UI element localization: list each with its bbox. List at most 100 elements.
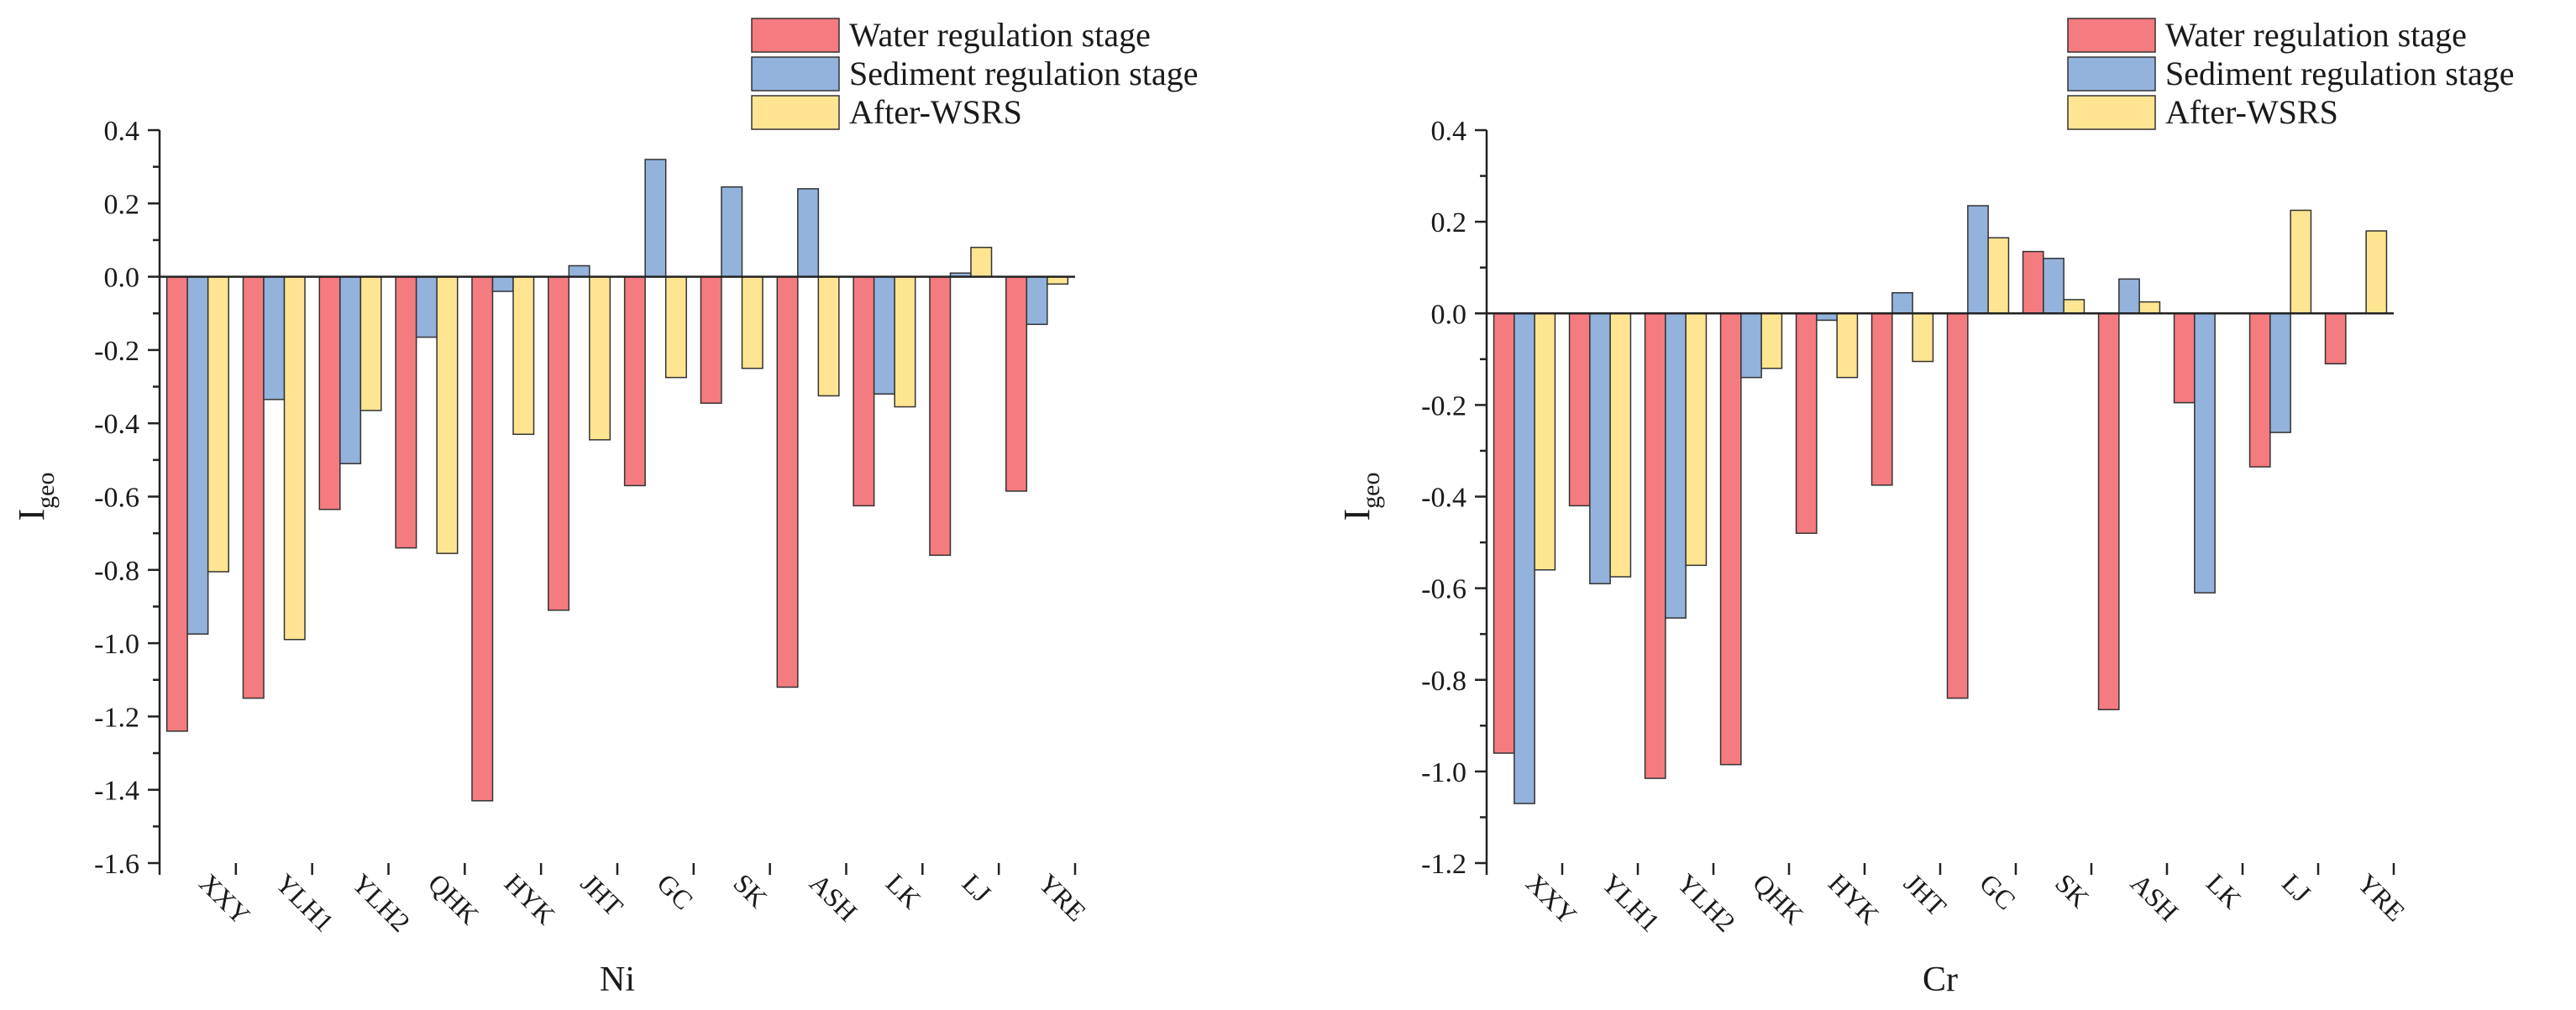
x-category-label: QHK: [1747, 867, 1809, 929]
bar-sediment-regulation-stage-ash: [797, 188, 820, 278]
y-tick-label: -1.6: [94, 849, 139, 880]
y-tick-label: 0.2: [1431, 207, 1467, 238]
bar-sediment-regulation-stage-lk: [2194, 312, 2216, 594]
y-tick-label: -1.2: [1421, 849, 1466, 880]
bar-water-regulation-stage-hyk: [471, 275, 494, 802]
bar-after-wsrs-jht: [1912, 312, 1934, 363]
bar-sediment-regulation-stage-sk: [2043, 258, 2064, 314]
legend-label: Sediment regulation stage: [849, 55, 1198, 92]
bar-sediment-regulation-stage-jht: [1891, 291, 1913, 314]
legend-swatch: [751, 95, 840, 130]
bar-water-regulation-stage-ash: [2097, 312, 2120, 710]
x-category-label: LK: [2201, 867, 2248, 914]
bar-after-wsrs-ylh1: [283, 275, 306, 641]
legend-label: After-WSRS: [849, 93, 1022, 131]
bar-after-wsrs-lj: [2290, 209, 2312, 314]
bar-after-wsrs-qhk: [436, 275, 459, 554]
y-tick-label: 0.0: [1431, 299, 1467, 330]
x-axis-title: Ni: [600, 960, 635, 999]
bar-water-regulation-stage-jht: [548, 275, 570, 611]
ni-chart: -1.6 -1.4 -1.2 -1.0 -0.8 -0.6 -0.4 -0.2 0.0 0.2 0.…: [11, 16, 1198, 999]
x-category-label: YRE: [1033, 867, 1093, 927]
bar-after-wsrs-xxy: [207, 275, 229, 573]
x-category-label: HYK: [1823, 867, 1885, 929]
y-tick-label: 0.2: [104, 189, 140, 220]
y-axis-title-main: I: [1336, 509, 1377, 521]
y-tick-label: 0.4: [104, 116, 140, 147]
x-category-label: LK: [880, 867, 927, 914]
bar-water-regulation-stage-yre: [1005, 275, 1028, 492]
y-axis-title-main: I: [11, 509, 52, 521]
bar-after-wsrs-xxy: [1534, 312, 1556, 571]
bar-water-regulation-stage-gc: [623, 275, 646, 487]
bar-sediment-regulation-stage-qhk: [1740, 312, 1762, 379]
legend-label: After-WSRS: [2165, 93, 2338, 131]
x-category-label: XXY: [193, 867, 255, 929]
y-tick-label: -0.6: [1421, 574, 1466, 605]
y-tick-label: 0.4: [1431, 116, 1467, 147]
y-tick-label: -0.2: [94, 336, 139, 367]
cr-chart: -1.2 -1.0 -0.8 -0.6 -0.4 -0.2 0.0 0.2 0.4 XXY YLH1…: [1336, 16, 2514, 999]
x-category-label: HYK: [499, 867, 561, 929]
x-category-label: YLH1: [270, 867, 339, 937]
bar-water-regulation-stage-xxy: [165, 275, 188, 732]
bar-sediment-regulation-stage-ash: [2118, 278, 2140, 314]
y-tick-label: -1.0: [94, 629, 139, 660]
bar-water-regulation-stage-ylh2: [1644, 312, 1666, 779]
bar-water-regulation-stage-qhk: [1719, 312, 1742, 766]
y-tick-label: -1.2: [94, 702, 139, 733]
y-tick-label: 0.0: [104, 263, 140, 294]
bar-after-wsrs-lj: [970, 246, 993, 278]
bar-water-regulation-stage-lk: [853, 275, 875, 507]
y-axis-title-subscript: geo: [32, 473, 60, 509]
x-axis-title: Cr: [1923, 960, 1958, 999]
bar-water-regulation-stage-lj: [929, 275, 952, 557]
bar-after-wsrs-ylh1: [1609, 312, 1632, 578]
legend-swatch: [2067, 56, 2156, 92]
x-category-label: GC: [651, 867, 699, 915]
bar-sediment-regulation-stage-qhk: [415, 275, 438, 338]
x-category-label: YLH1: [1596, 867, 1666, 937]
bar-sediment-regulation-stage-ylh1: [263, 275, 286, 400]
bar-sediment-regulation-stage-ylh1: [1589, 312, 1611, 584]
bar-water-regulation-stage-jht: [1870, 312, 1893, 486]
bar-water-regulation-stage-lj: [2248, 312, 2271, 468]
bar-after-wsrs-lk: [894, 275, 916, 408]
y-tick-label: -0.2: [1421, 390, 1466, 421]
bar-water-regulation-stage-qhk: [395, 275, 417, 549]
x-category-label: YLH2: [346, 867, 416, 937]
bar-sediment-regulation-stage-gc: [1967, 205, 1989, 314]
bar-after-wsrs-hyk: [1836, 312, 1859, 379]
bar-after-wsrs-yre: [1047, 275, 1069, 285]
bar-sediment-regulation-stage-ylh2: [1665, 312, 1687, 619]
bar-water-regulation-stage-sk: [700, 275, 722, 404]
legend-label: Water regulation stage: [2165, 16, 2467, 54]
bar-water-regulation-stage-ylh1: [242, 275, 265, 699]
bar-after-wsrs-gc: [664, 275, 687, 379]
y-axis-title: Igeo: [1336, 473, 1385, 521]
bar-after-wsrs-ylh2: [1685, 312, 1708, 567]
x-category-label: YRE: [2352, 867, 2411, 927]
x-category-label: LJ: [957, 867, 997, 908]
x-category-label: JHT: [575, 867, 630, 922]
x-category-label: GC: [1974, 867, 2022, 915]
bar-water-regulation-stage-ash: [776, 275, 799, 688]
legend-label: Sediment regulation stage: [2165, 55, 2514, 92]
bar-after-wsrs-ash: [817, 275, 840, 397]
legend-label: Water regulation stage: [849, 16, 1151, 54]
x-category-label: JHT: [1898, 867, 1953, 922]
bar-after-wsrs-yre: [2365, 230, 2388, 315]
y-tick-label: -0.6: [94, 483, 139, 514]
bar-sediment-regulation-stage-lk: [873, 275, 895, 395]
y-tick-label: -0.8: [1421, 666, 1466, 697]
bar-water-regulation-stage-sk: [2022, 250, 2044, 315]
bar-water-regulation-stage-gc: [1946, 312, 1969, 699]
bar-sediment-regulation-stage-hyk: [491, 275, 514, 292]
bar-after-wsrs-ash: [2138, 301, 2161, 314]
bar-after-wsrs-gc: [1987, 237, 2010, 314]
y-tick-label: -0.8: [94, 556, 139, 587]
y-tick-label: -1.4: [94, 776, 139, 807]
bar-sediment-regulation-stage-sk: [721, 186, 743, 278]
legend-swatch: [751, 56, 840, 92]
bar-water-regulation-stage-xxy: [1493, 312, 1515, 754]
